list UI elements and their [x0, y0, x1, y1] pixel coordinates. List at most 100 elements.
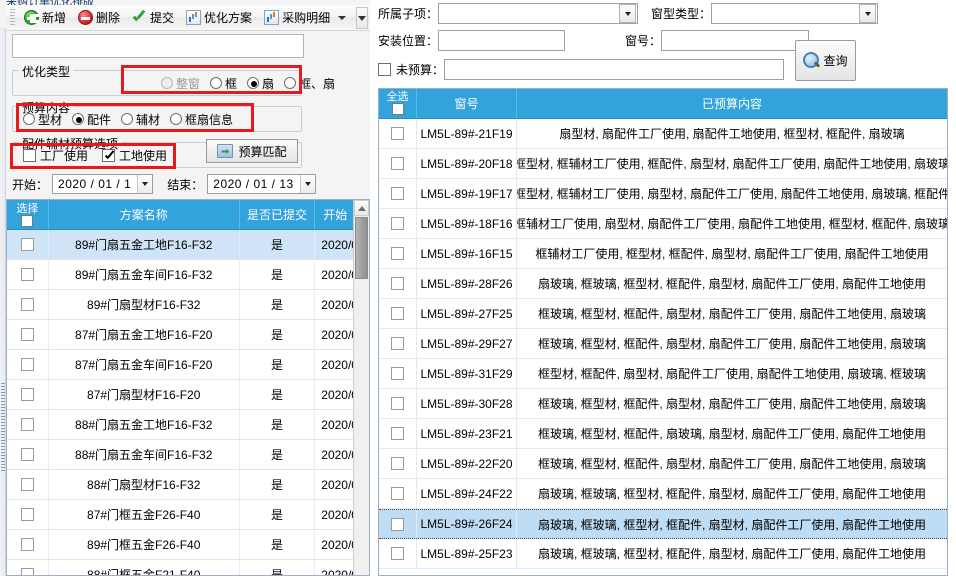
row-checkbox[interactable] [20, 478, 34, 491]
table-row[interactable]: 88#门扇五金工地F16-F32 是 2020/0 [7, 410, 369, 440]
table-row[interactable]: LM5L-89#-30F28 框玻璃, 框型材, 框配件, 扇型材, 扇配件工厂使… [379, 389, 947, 419]
checkbox-factory-use[interactable]: 工厂使用 [23, 147, 88, 164]
row-checkbox[interactable] [20, 418, 34, 431]
table-row[interactable]: LM5L-89#-24F22 扇玻璃, 框玻璃, 框型材, 框配件, 扇型材, 扇… [379, 479, 947, 509]
row-select-cell[interactable] [379, 269, 417, 298]
row-checkbox[interactable] [391, 277, 404, 290]
splitter-grip[interactable] [1, 383, 5, 473]
chevron-down-icon[interactable] [338, 15, 347, 20]
row-select-cell[interactable] [7, 230, 49, 259]
toolbar-button-add[interactable]: 新增 [18, 6, 72, 29]
toolbar-drag-grip[interactable] [10, 8, 15, 27]
chevron-down-icon[interactable] [299, 175, 315, 193]
row-checkbox[interactable] [391, 367, 404, 380]
project-name-input[interactable] [12, 34, 304, 58]
row-select-cell[interactable] [379, 510, 417, 538]
row-checkbox[interactable] [20, 238, 34, 251]
row-checkbox[interactable] [20, 328, 34, 341]
table-row[interactable]: LM5L-89#-21F19 扇型材, 扇配件工厂使用, 扇配件工地使用, 框型材… [379, 119, 947, 149]
row-checkbox[interactable] [391, 547, 404, 560]
unbudgeted-checkbox[interactable] [378, 63, 391, 76]
table-row[interactable]: 87#门扇型材F16-F20 是 2020/0 [7, 380, 369, 410]
table-row[interactable]: 89#门扇五金工地F16-F32 是 2020/0 [7, 230, 369, 260]
table-row[interactable]: LM5L-89#-22F20 框玻璃, 框型材, 框配件, 扇型材, 扇配件工厂使… [379, 449, 947, 479]
panel-splitter[interactable] [0, 28, 6, 576]
row-select-cell[interactable] [379, 479, 417, 508]
toolbar-button-purchase-detail[interactable]: 采购明细 [258, 6, 336, 29]
budget-match-button[interactable]: 预算匹配 [206, 139, 298, 163]
row-select-cell[interactable] [379, 449, 417, 478]
row-select-cell[interactable] [7, 500, 49, 529]
row-select-cell[interactable] [379, 239, 417, 268]
end-date-picker[interactable]: 2020 / 01 / 13 [207, 174, 316, 194]
scrollbar-thumb[interactable] [355, 217, 368, 279]
select-all-checkbox[interactable] [391, 103, 404, 115]
row-checkbox[interactable] [20, 568, 34, 575]
plan-header-submitted[interactable]: 是否已提交 [240, 200, 316, 229]
radio-sash[interactable]: 扇 [247, 75, 274, 92]
row-select-cell[interactable] [7, 530, 49, 559]
row-checkbox[interactable] [391, 397, 404, 410]
row-select-cell[interactable] [7, 560, 49, 575]
row-checkbox[interactable] [391, 187, 404, 200]
subitem-combo[interactable] [438, 3, 639, 24]
radio-frame-sash-info[interactable]: 框扇信息 [170, 111, 233, 128]
row-checkbox[interactable] [391, 517, 404, 531]
table-row[interactable]: LM5L-89#-29F27 框玻璃, 框型材, 框配件, 扇型材, 扇配件工厂使… [379, 329, 947, 359]
table-row[interactable]: LM5L-89#-23F21 框玻璃, 框型材, 框配件, 扇玻璃, 扇型材, 扇… [379, 419, 947, 449]
row-select-cell[interactable] [7, 320, 49, 349]
budget-header-window-no[interactable]: 窗号 [417, 89, 517, 118]
row-select-cell[interactable] [379, 209, 417, 238]
radio-profile[interactable]: 型材 [23, 111, 62, 128]
table-row[interactable]: LM5L-89#-25F23 扇玻璃, 框玻璃, 框型材, 框配件, 扇型材, 扇… [379, 539, 947, 569]
toolbar-button-submit[interactable]: 提交 [126, 6, 180, 29]
row-select-cell[interactable] [7, 470, 49, 499]
table-row[interactable]: 87#门框五金F26-F40 是 2020/0 [7, 500, 369, 530]
table-row[interactable]: 89#门扇五金车间F16-F32 是 2020/0 [7, 260, 369, 290]
table-row[interactable]: LM5L-89#-18F16 框辅材工厂使用, 扇型材, 扇配件工厂使用, 扇配件… [379, 209, 947, 239]
row-checkbox[interactable] [391, 307, 404, 320]
install-position-input[interactable] [438, 30, 566, 51]
row-checkbox[interactable] [391, 337, 404, 350]
row-checkbox[interactable] [20, 508, 34, 521]
table-row[interactable]: 88#门扇型材F16-F32 是 2020/0 [7, 470, 369, 500]
unbudgeted-input[interactable] [444, 59, 785, 80]
table-row[interactable]: LM5L-89#-20F18 框型材, 框辅材工厂使用, 框配件, 扇型材, 扇配… [379, 149, 947, 179]
table-row[interactable]: 87#门扇五金车间F16-F20 是 2020/0 [7, 350, 369, 380]
select-all-checkbox[interactable] [21, 214, 34, 227]
row-select-cell[interactable] [379, 359, 417, 388]
window-no-input[interactable] [661, 30, 810, 51]
budget-header-content[interactable]: 已预算内容 [701, 97, 762, 111]
row-checkbox[interactable] [391, 427, 404, 440]
row-select-cell[interactable] [7, 440, 49, 469]
row-checkbox[interactable] [391, 487, 404, 500]
toolbar-button-delete[interactable]: 删除 [72, 6, 126, 29]
row-select-cell[interactable] [379, 389, 417, 418]
row-checkbox[interactable] [391, 157, 404, 170]
row-select-cell[interactable] [7, 290, 49, 319]
row-select-cell[interactable] [379, 179, 417, 208]
row-select-cell[interactable] [379, 419, 417, 448]
table-row[interactable]: 89#门框五金F26-F40 是 2020/0 [7, 530, 369, 560]
checkbox-site-use[interactable]: 工地使用 [102, 147, 167, 164]
start-date-picker[interactable]: 2020 / 01 / 1 [52, 174, 154, 194]
row-select-cell[interactable] [7, 380, 49, 409]
row-checkbox[interactable] [391, 457, 404, 470]
search-button[interactable]: 查询 [795, 40, 856, 81]
table-row[interactable]: LM5L-89#-28F26 扇玻璃, 框玻璃, 框型材, 框配件, 扇型材, 扇… [379, 269, 947, 299]
radio-accessory[interactable]: 配件 [72, 111, 111, 128]
budget-header-select-all[interactable]: 全选 [379, 89, 417, 118]
row-checkbox[interactable] [20, 538, 34, 551]
chevron-down-icon[interactable] [859, 4, 877, 23]
window-type-combo[interactable] [711, 3, 879, 24]
row-checkbox[interactable] [20, 298, 34, 311]
table-row[interactable]: 89#门扇型材F16-F32 是 2020/0 [7, 290, 369, 320]
row-checkbox[interactable] [391, 217, 404, 230]
row-checkbox[interactable] [20, 388, 34, 401]
table-row[interactable]: LM5L-89#-27F25 框玻璃, 框型材, 框配件, 扇型材, 扇配件工厂使… [379, 299, 947, 329]
table-row[interactable]: 87#门扇五金工地F16-F20 是 2020/0 [7, 320, 369, 350]
row-select-cell[interactable] [379, 149, 417, 178]
table-row[interactable]: LM5L-89#-16F15 框辅材工厂使用, 框型材, 框配件, 扇型材, 扇配… [379, 239, 947, 269]
radio-frame-and-sash[interactable]: 框、扇 [284, 75, 335, 92]
row-select-cell[interactable] [379, 329, 417, 358]
